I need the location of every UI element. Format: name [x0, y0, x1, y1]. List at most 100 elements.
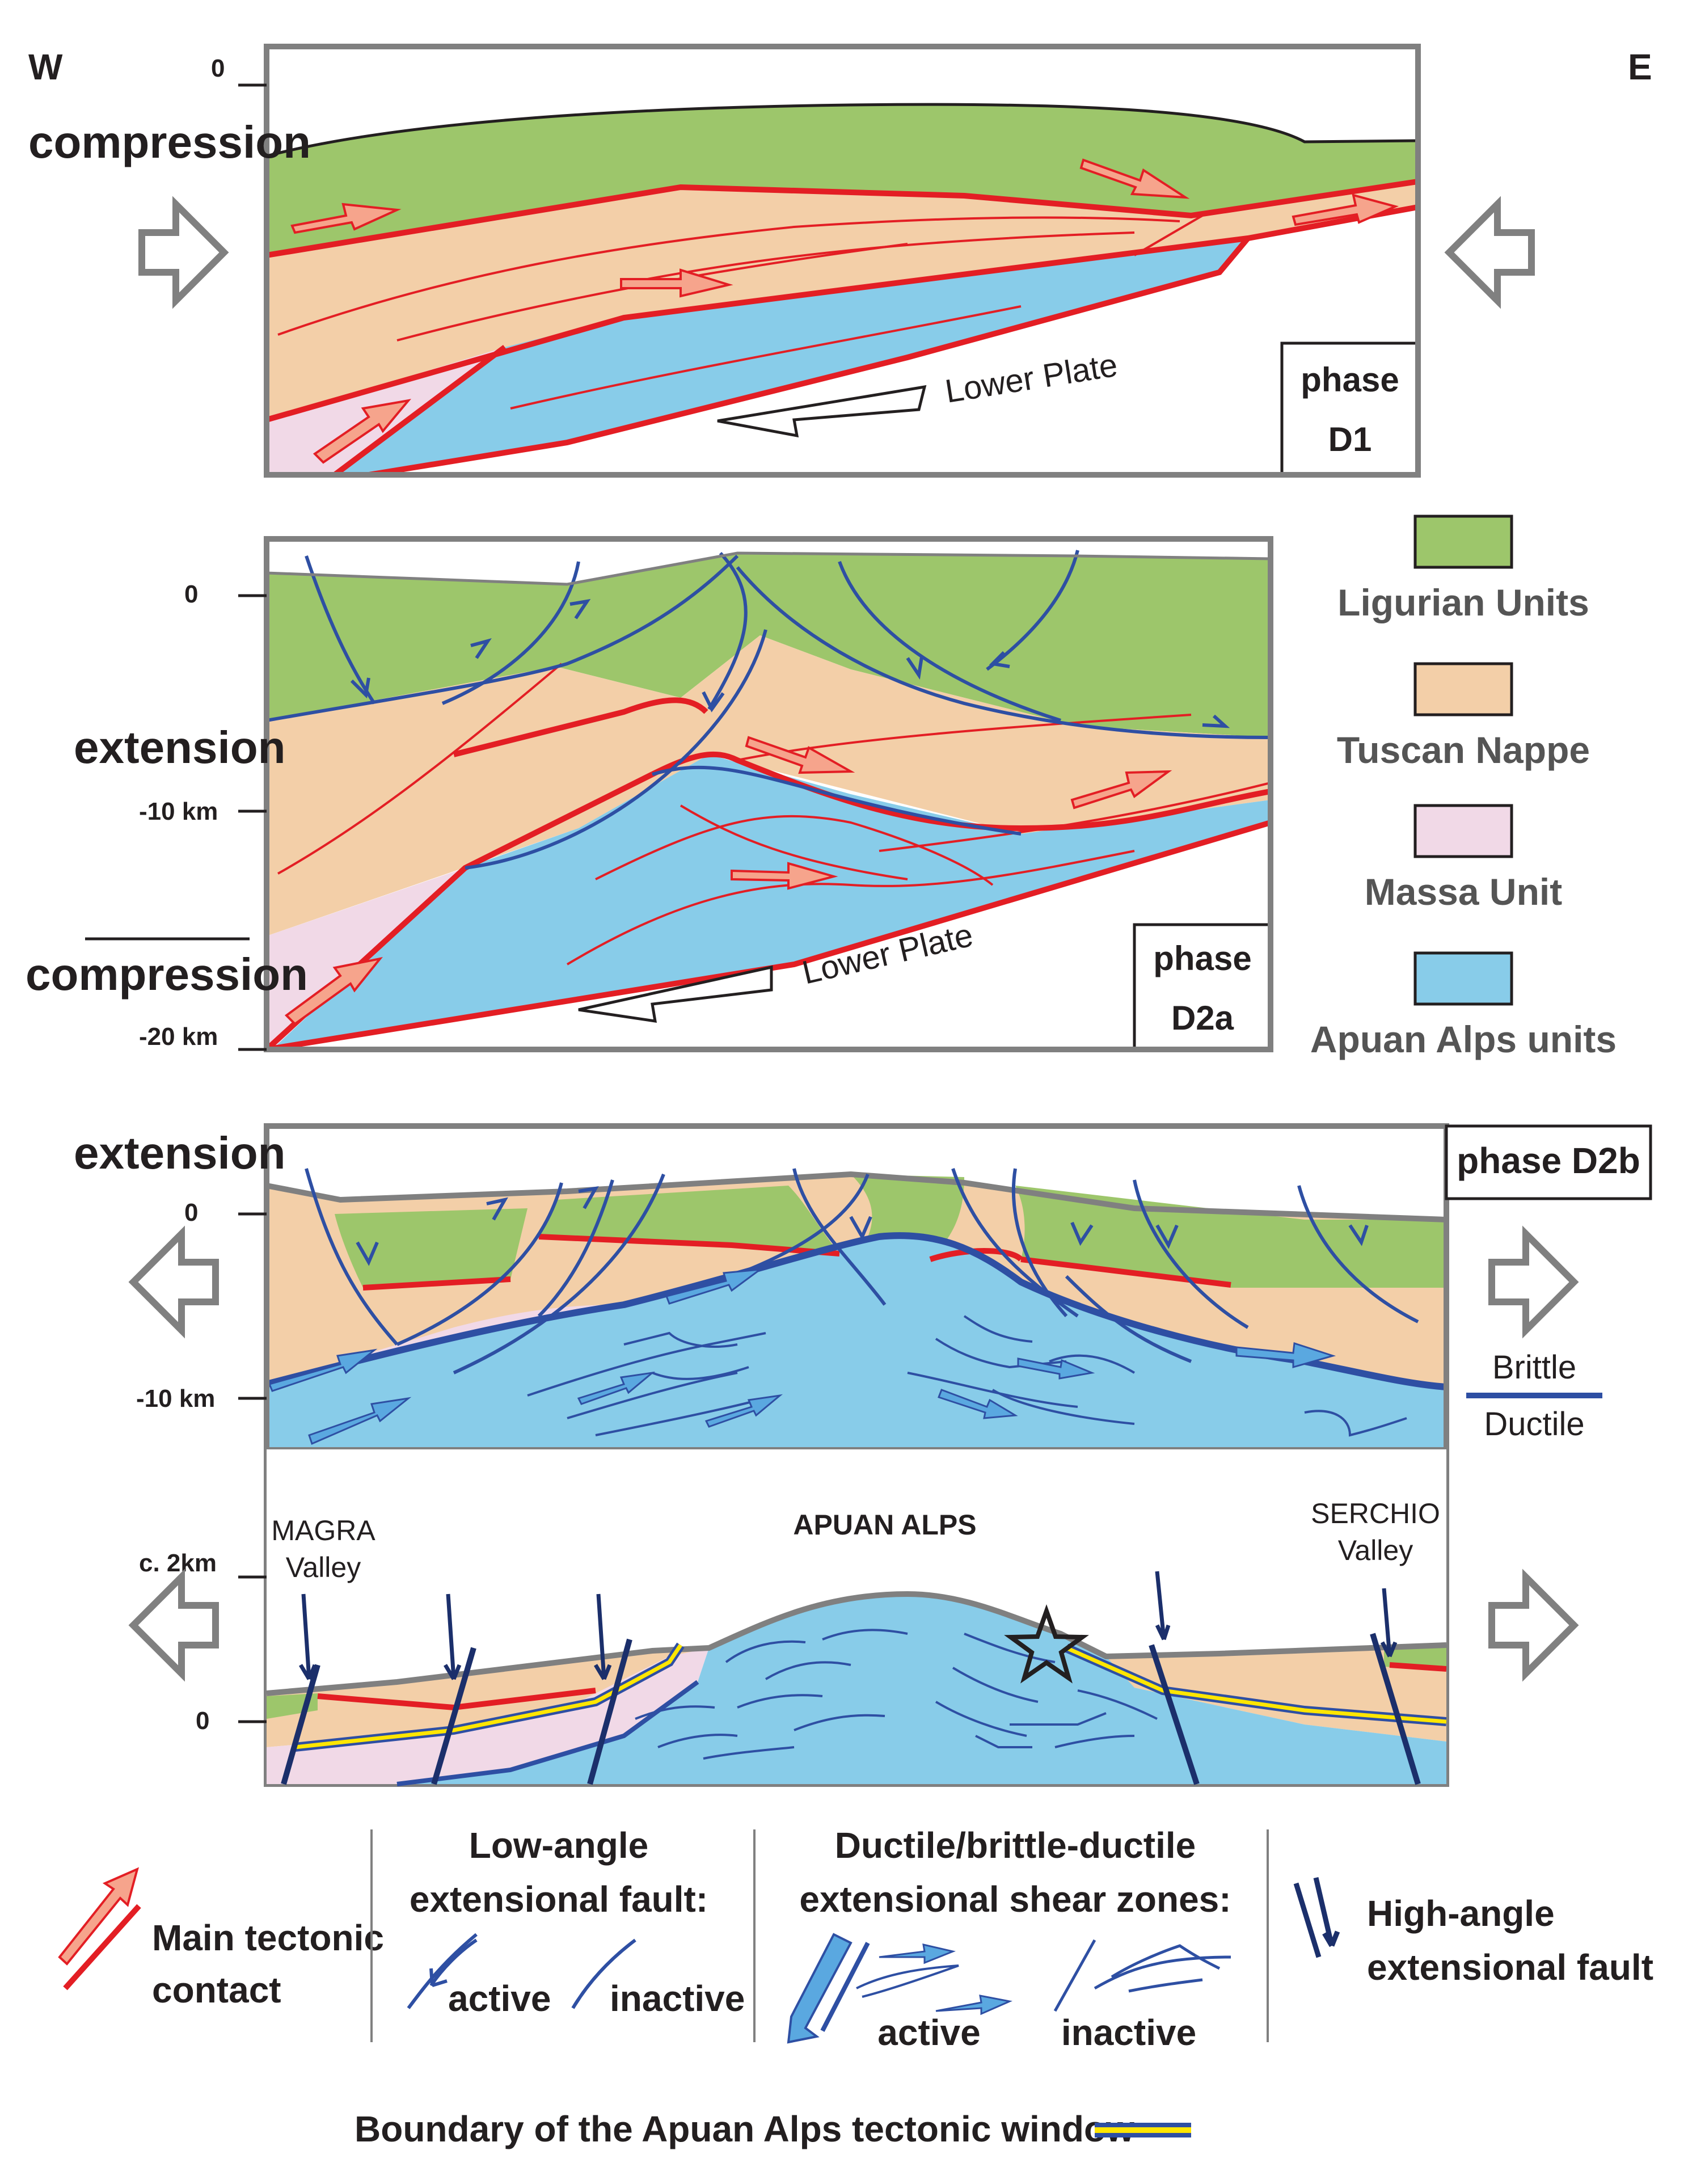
- d1-basal-contact: [267, 204, 1418, 423]
- d2a-depth-zero: 0: [184, 580, 198, 608]
- d2a-thrust-arrow: [284, 956, 383, 1026]
- main-contact-symbol-icon: [58, 1867, 140, 1966]
- d2b-topography: [267, 1171, 1446, 1222]
- serchio-label-line1: SERCHIO: [1311, 1498, 1440, 1529]
- legend-low-angle-line2: extensional fault:: [410, 1879, 708, 1920]
- legend-swatch-massa: [1413, 804, 1513, 858]
- legend-high-angle-line2: extensional fault: [1367, 1947, 1653, 1988]
- low-angle-active-icon: [407, 1933, 478, 2009]
- main-contact-line-icon: [63, 1904, 141, 1991]
- legend-high-angle-line1: High-angle: [1367, 1893, 1555, 1934]
- d2b-shear-arrow: [1017, 1357, 1095, 1380]
- today-basal-detachment: [396, 1680, 699, 1786]
- d2a-thrust-arrow: [1070, 770, 1172, 809]
- d1-thrust-arrow: [1079, 158, 1190, 199]
- d2b-shear-arrow: [704, 1394, 783, 1428]
- d2a-low-angle-faults: [267, 550, 1271, 870]
- west-label: W: [28, 47, 63, 87]
- d2a-depth-ticks: [85, 594, 267, 1051]
- d2b-extension-arrow-left: [128, 1225, 219, 1339]
- legend-ductile-inactive: inactive: [1061, 2012, 1196, 2053]
- ductile-active-icon: [787, 1933, 1013, 2044]
- star-marker-icon: [1004, 1604, 1089, 1684]
- today-elev-top: c. 2km: [139, 1549, 217, 1577]
- today-ductile-fabrics: [635, 1629, 1158, 1760]
- today-high-angle-faults: [281, 1633, 1421, 1785]
- d2a-regime-compression: compression: [26, 949, 308, 1000]
- today-extension-arrow-left: [128, 1569, 219, 1682]
- today-title: APUAN ALPS: [793, 1509, 976, 1541]
- today-topography: [267, 1591, 1446, 1696]
- today-extension-arrow-right: [1488, 1569, 1579, 1682]
- d2a-tuscan-nappe: [267, 635, 1271, 936]
- d1-thrust-arrow: [313, 399, 412, 464]
- structures-legend: Main tectonic contact Low-angle extensio…: [58, 1825, 1653, 2149]
- today-elevation-ticks: [238, 1575, 267, 1723]
- d2a-thrust-arrow: [745, 736, 855, 774]
- d2b-ductile-shear-zones: [527, 1315, 1407, 1437]
- legend-swatch-apuan: [1413, 951, 1513, 1006]
- legend-label-tuscan: Tuscan Nappe: [1337, 729, 1590, 771]
- high-angle-fault-icon: [1293, 1877, 1340, 1958]
- d1-depth-zero: 0: [211, 54, 225, 82]
- d2b-fault-arrows: [356, 1186, 1369, 1266]
- d1-main-contact: [267, 179, 1418, 258]
- panel-d2b: phase D2b extension 0 -10 km Brittle Duc…: [74, 1123, 1652, 1787]
- d2b-extension-arrow-right: [1488, 1225, 1579, 1339]
- d1-phase-box: [1280, 341, 1418, 475]
- d2b-apuan-dome: [267, 1236, 1446, 1449]
- east-label: E: [1628, 47, 1652, 87]
- d2b-shear-arrow: [665, 1268, 763, 1305]
- d2a-phase-box: [1133, 923, 1271, 1049]
- d1-frame: [264, 44, 1421, 478]
- d2a-fault-arrows: [350, 598, 1230, 728]
- magra-label-line2: Valley: [286, 1551, 361, 1583]
- d2b-phase-label: phase D2b: [1457, 1140, 1640, 1181]
- d1-lower-plate-contact: [333, 236, 1250, 475]
- d2b-shear-arrow: [577, 1371, 656, 1405]
- d2a-thrust-arrows: [284, 736, 1172, 1026]
- legend-ductile-line1: Ductile/brittle-ductile: [835, 1825, 1196, 1866]
- d2b-shear-arrow: [268, 1348, 378, 1392]
- d1-internal-thrusts: [277, 214, 1204, 410]
- d2b-shear-arrows: [268, 1268, 1336, 1445]
- legend-ductile-line2: extensional shear zones:: [799, 1879, 1231, 1920]
- d1-thrust-arrows: [290, 158, 1399, 464]
- d2b-shear-arrow: [1235, 1342, 1336, 1368]
- today-massa-unit: [267, 1648, 709, 1784]
- today-tuscan-nappe: [267, 1648, 703, 1747]
- panel-d1: Lower Plate phase D1 0 compression: [28, 44, 1535, 478]
- legend-swatch-ligurian: [1413, 515, 1513, 569]
- legend-main-contact-line1: Main tectonic: [152, 1917, 384, 1958]
- d2a-depth-minus20: -20 km: [139, 1023, 218, 1051]
- d2b-depth-minus10: -10 km: [136, 1385, 215, 1413]
- d2a-apuan-units: [272, 754, 1271, 1049]
- d1-phase-label: phase: [1301, 361, 1399, 399]
- d1-thrust-arrow: [290, 203, 402, 234]
- d2b-depth-zero: 0: [184, 1199, 198, 1226]
- d2a-phase-label: phase: [1153, 939, 1251, 977]
- d2a-thrust-arrow: [731, 862, 838, 890]
- brittle-label: Brittle: [1492, 1349, 1576, 1386]
- today-high-angle-fault-arrows: [298, 1571, 1398, 1680]
- d1-compression-arrow-right: [1444, 196, 1535, 309]
- ductile-inactive-icon: [1053, 1939, 1231, 2012]
- serchio-label-line2: Valley: [1338, 1534, 1413, 1566]
- ductile-label: Ductile: [1484, 1406, 1584, 1443]
- d2a-regime-extension: extension: [74, 722, 285, 773]
- d2b-phase-box: [1445, 1124, 1652, 1200]
- d1-regime-label: compression: [28, 117, 311, 167]
- d2a-phase-id: D2a: [1171, 999, 1234, 1037]
- today-window-boundary: [294, 1642, 1446, 1752]
- d2b-regime-label: extension: [74, 1128, 285, 1178]
- legend-low-angle-line1: Low-angle: [469, 1825, 648, 1866]
- d2b-depth-ticks: [238, 1212, 267, 1400]
- legend-main-contact-line2: contact: [152, 1970, 281, 2010]
- d2a-ligurian-unit: [267, 553, 1271, 737]
- legend-low-angle-active: active: [448, 1978, 551, 2019]
- d2b-main-contacts: [362, 1234, 1231, 1291]
- d2a-lower-plate-arrow: [578, 965, 773, 1023]
- d1-ligurian-unit: [267, 104, 1418, 255]
- d1-phase-id: D1: [1328, 420, 1372, 458]
